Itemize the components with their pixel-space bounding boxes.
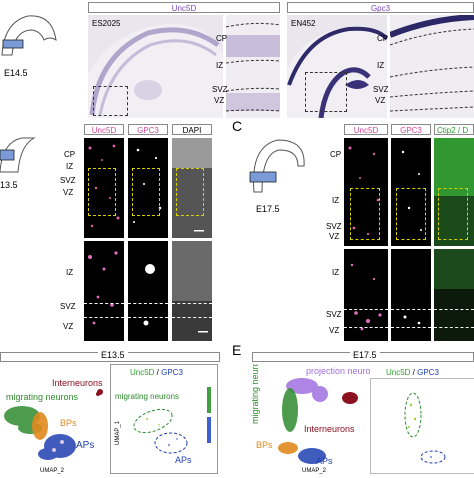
ctip2-header-c: Ctip2 / D [434, 124, 474, 135]
gene-title-d-gpc3: GPC3 [161, 368, 183, 377]
panel-letter-e: E [232, 342, 242, 358]
umap-clusters-d: Interneurons migrating neurons BPs APs U… [4, 378, 103, 474]
unc5d-zoom-image [226, 15, 280, 118]
roi-box-b1 [88, 168, 116, 216]
unc5d-micrograph-c [344, 138, 388, 246]
region-box [0, 149, 15, 161]
gene-title-e: Unc5D / GPC3 [386, 368, 439, 377]
unc5d-zoom-micrograph-b [84, 241, 124, 341]
layer-cp-a2: CP [377, 34, 389, 43]
layer-svz-b2: SVZ [60, 302, 76, 311]
age-label-e: E17.5 [350, 350, 380, 360]
gene-title-d-sep: / [154, 368, 162, 377]
gpc3-ish-image: EN452 [287, 15, 387, 118]
umap-y-label-d: UMAP_1 [115, 420, 121, 445]
gene-title-d-unc5d: Unc5D [130, 368, 155, 377]
gpc3-micrograph-c [391, 138, 431, 246]
layer-iz-c: IZ [332, 196, 340, 205]
unc5d-zoom-micrograph-c [344, 249, 388, 341]
age-label-b: 13.5 [0, 180, 18, 190]
layer-iz-c2: IZ [332, 268, 340, 277]
layer-cp-a1: CP [216, 34, 228, 43]
dapi-micrograph-b [172, 138, 212, 238]
layer-cp-b: CP [64, 150, 76, 159]
umap-x-label-d: UMAP_2 [40, 468, 65, 474]
layer-cp-c: CP [330, 150, 342, 159]
unc5d-ish-image: ES2025 [88, 15, 223, 118]
umap-x-label-e: UMAP_2 [302, 468, 327, 474]
brain-sketch-e17 [249, 139, 305, 193]
dapi-header-b: DAPI [172, 124, 212, 135]
gene-title-e-unc5d: Unc5D [386, 368, 411, 377]
layer-iz-b2: IZ [66, 268, 74, 277]
cluster-label-projection-e: projection neurons [306, 366, 370, 376]
panel-letter-c: C [232, 118, 243, 134]
gpc3-zoom-micrograph-c [391, 249, 431, 341]
age-label-c: E17.5 [256, 204, 280, 214]
umap-clusters-e: projection neurons migrating neurons Int… [250, 364, 370, 474]
gpc3-header-c: GPC3 [391, 124, 431, 135]
umap-expression-d: migrating neurons APs UMAP_1 [110, 364, 218, 474]
gpc3-zoom-micrograph-b [128, 241, 168, 341]
layer-vz-c2: VZ [329, 326, 340, 335]
sample-id-gpc3: EN452 [291, 19, 316, 28]
gpc3-zoom-image [390, 15, 474, 118]
brain-sketch-e13 [0, 137, 36, 173]
cluster-label-interneurons-e: Interneurons [304, 424, 355, 434]
region-box [2, 39, 24, 49]
ctip2-zoom-micrograph-c [434, 249, 474, 341]
region-box [249, 171, 277, 183]
layer-vz-c: VZ [329, 232, 340, 241]
gene-title-e-sep: / [410, 368, 418, 377]
age-label-d: E13.5 [98, 350, 128, 360]
layer-vz-b: VZ [63, 188, 74, 197]
roi-box-c1 [350, 188, 380, 240]
roi-box-b2 [132, 168, 160, 216]
cluster-label-aps-d: APs [76, 440, 94, 451]
sample-id-unc5d: ES2025 [92, 19, 121, 28]
roi-box-c3 [438, 188, 468, 240]
gpc3-zoom-box [305, 72, 347, 112]
gpc3-header-b: GPC3 [128, 124, 168, 135]
unc5d-header-c: Unc5D [344, 124, 388, 135]
cluster-label-aps-e: APs [316, 456, 333, 466]
cluster-label-migrating-d: migrating neurons [6, 392, 79, 402]
dapi-zoom-micrograph-b [172, 241, 212, 341]
layer-iz-a2: IZ [377, 61, 385, 70]
layer-svz-c2: SVZ [326, 310, 342, 319]
layer-iz-a1: IZ [216, 61, 224, 70]
cluster-label-migrating-d2: migrating neurons [115, 392, 179, 401]
layer-svz-a2: SVZ [373, 85, 389, 94]
brain-sketch-e14 [1, 15, 57, 56]
layer-svz-b: SVZ [60, 176, 76, 185]
unc5d-header-b: Unc5D [84, 124, 124, 135]
gpc3-header-a: Gpc3 [287, 2, 474, 13]
cluster-label-bps-d: BPs [60, 418, 77, 428]
layer-iz-b: IZ [66, 162, 74, 171]
umap-expression-e [370, 378, 474, 474]
gene-title-d: Unc5D / GPC3 [130, 368, 183, 377]
roi-box-c2 [396, 188, 426, 240]
gene-title-e-gpc3: GPC3 [417, 368, 439, 377]
roi-box-b3 [176, 168, 204, 216]
unc5d-zoom-box [93, 86, 128, 116]
unc5d-micrograph-b [84, 138, 124, 238]
layer-vz-b2: VZ [63, 322, 74, 331]
layer-svz-a1: SVZ [212, 85, 228, 94]
age-label-a: E14.5 [4, 68, 28, 78]
layer-svz-c: SVZ [326, 222, 342, 231]
cluster-label-bps-e: BPs [256, 440, 273, 450]
gpc3-micrograph-b [128, 138, 168, 238]
cluster-label-interneurons-d: Interneurons [52, 378, 103, 388]
cluster-label-aps-d2: APs [175, 455, 192, 465]
layer-vz-a1: VZ [214, 96, 225, 105]
unc5d-header-a: Unc5D [88, 2, 280, 13]
cluster-label-migrating-e: migrating neurons [250, 364, 260, 424]
layer-vz-a2: VZ [375, 96, 386, 105]
